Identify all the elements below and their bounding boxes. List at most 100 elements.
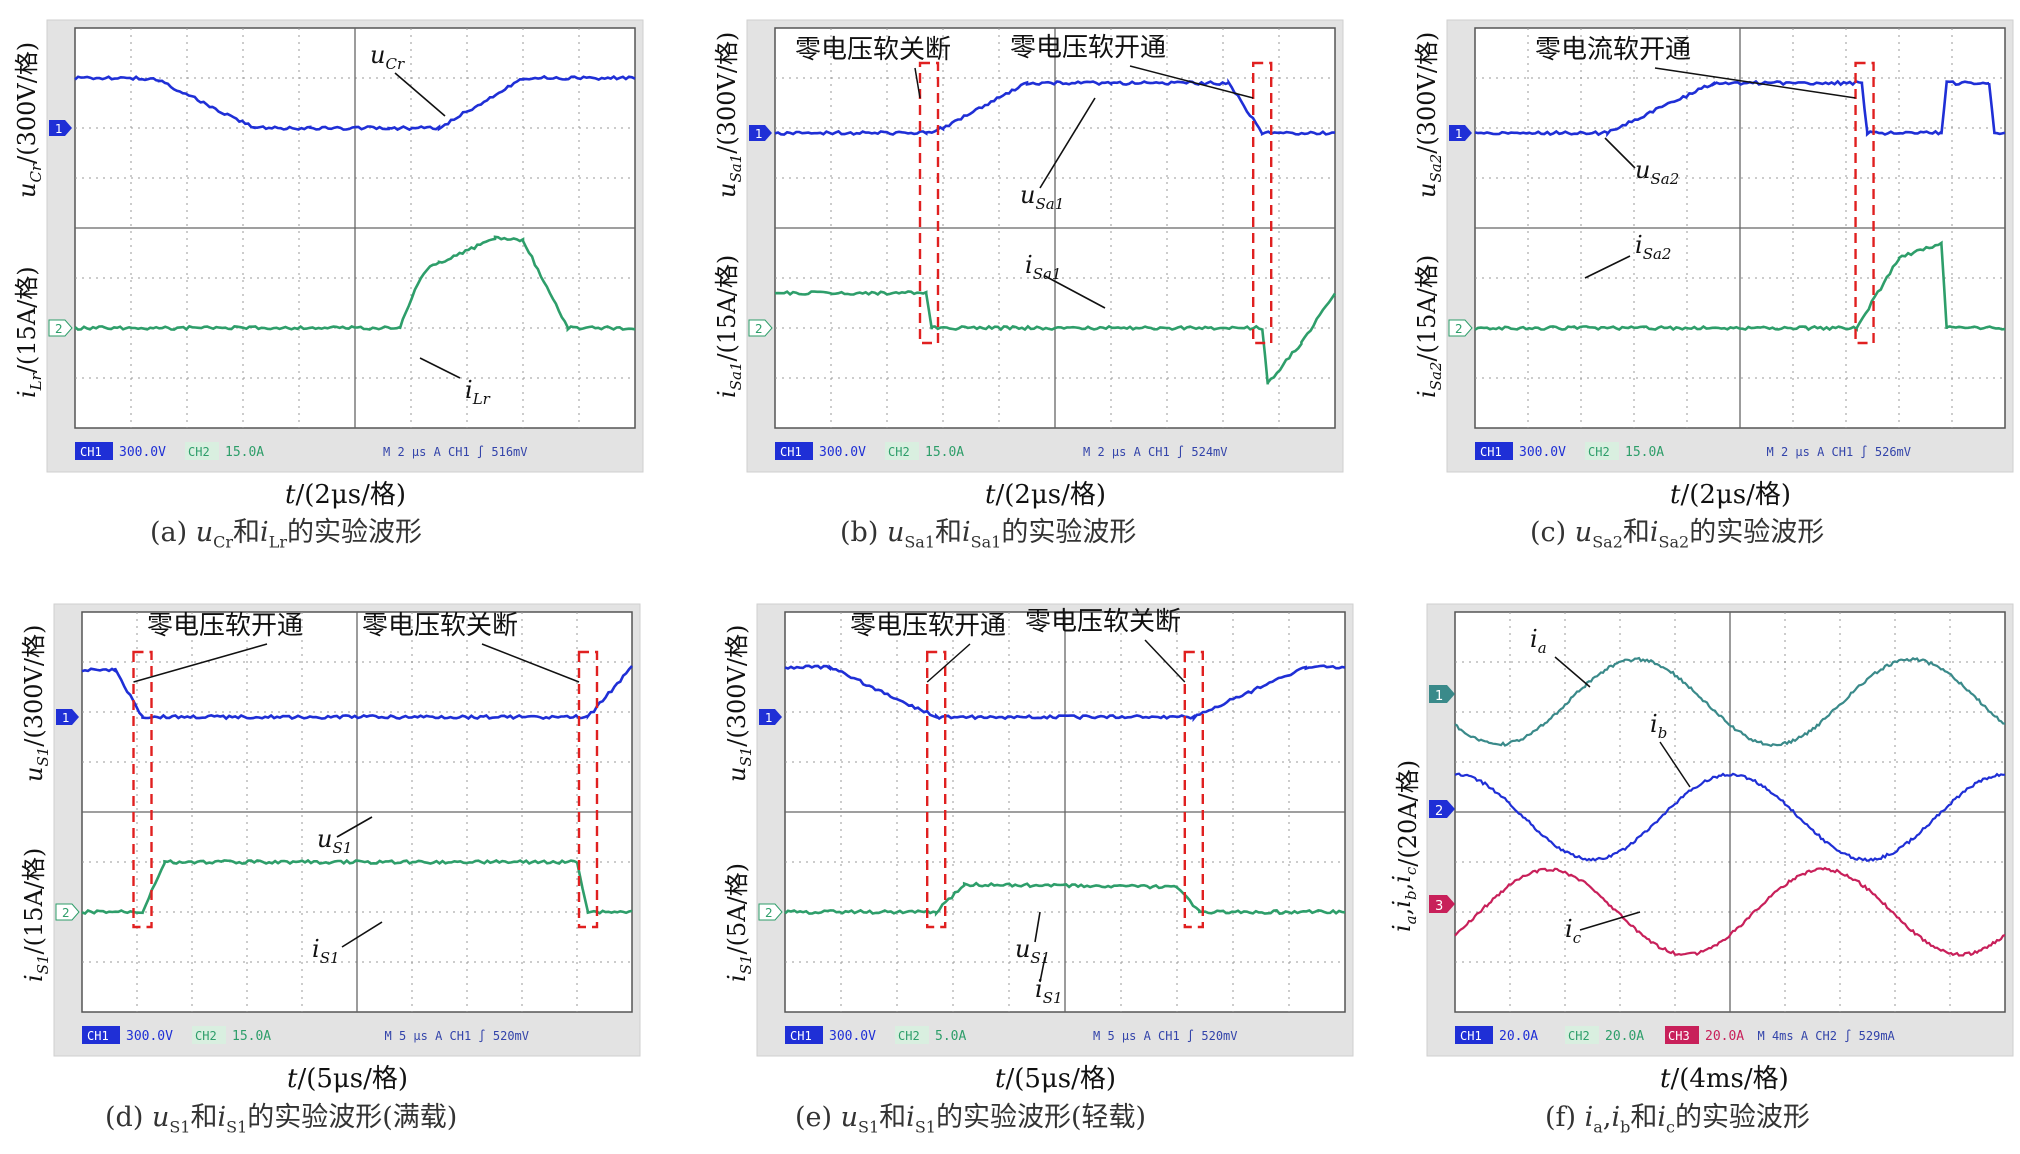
annotation-2: 零电压软关断: [362, 611, 518, 641]
channel-marker-1: [1429, 685, 1455, 703]
trace-i_S1: [784, 881, 1346, 917]
x-axis-label: t/(2μs/格): [985, 480, 1106, 510]
trace-label-ic: ic: [1565, 915, 1582, 947]
channel-marker-label-2: 2: [1455, 322, 1463, 336]
trace-i_Sa1: [774, 290, 1337, 385]
trace-leader-uS1: [1034, 911, 1041, 943]
annotation-1: 零电压软关断: [795, 35, 951, 65]
channel-marker-label-2: 2: [1435, 804, 1443, 819]
ch2-badge-label: CH2: [188, 445, 210, 459]
ch2-badge: [1565, 1026, 1599, 1044]
ch2-badge: [192, 1026, 226, 1044]
channel-marker-label-1: 1: [55, 122, 63, 136]
ch2-badge-label: CH2: [898, 1029, 920, 1043]
caption-e: (e) uS1和iS1的实验波形(轻载): [795, 1102, 1147, 1137]
trace-label-iSa2: iSa2: [1635, 231, 1671, 263]
y-axis-label-1: uSa2/(300V/格): [1413, 32, 1445, 198]
ch1-badge-label: CH1: [1480, 445, 1502, 459]
ch2-scale: 15.0A: [232, 1029, 271, 1044]
scope-c: CH1 300.0V CH2 15.0A M 2 μs A CH1 ∫ 526mV t/(…: [1413, 19, 2014, 510]
trace-leader-iSa2: [1584, 255, 1631, 279]
caption-b: (b) uSa1和iSa1的实验波形: [840, 517, 1137, 552]
channel-marker-2: [48, 319, 73, 337]
channel-marker-2: [1448, 319, 1473, 337]
scope-a: CH1 300.0V CH2 15.0A M 2 μs A CH1 ∫ 516mV t/(…: [13, 19, 644, 510]
trace-i_Sa2: [1474, 240, 2006, 332]
caption-d: (d) uS1和iS1的实验波形(满载): [105, 1102, 458, 1137]
trace-i_c: [1454, 866, 2006, 957]
ch2-badge: [885, 442, 919, 460]
channel-marker-3: [1429, 895, 1455, 913]
timebase-trigger: M 2 μs A CH1 ∫ 524mV: [1083, 445, 1228, 459]
y-axis-label-2: iSa2/(15A/格): [1413, 255, 1445, 398]
annotation-leader-2: [481, 643, 580, 683]
panel-d: CH1 300.0V CH2 15.0A M 5 μs A CH1 ∫ 520mV t/(…: [20, 600, 641, 1094]
scope-status-bar: CH1 300.0V CH2 15.0A M 2 μs A CH1 ∫ 516mV: [75, 442, 528, 460]
y-axis-label-2: iLr/(15A/格): [13, 266, 45, 398]
annotation-box-1: [925, 650, 947, 929]
scope-grid: [1475, 28, 2005, 428]
ch2-scale: 15.0A: [225, 445, 264, 460]
ch1-badge: [1455, 1026, 1493, 1044]
x-axis-label: t/(4ms/格): [1660, 1064, 1789, 1094]
timebase-trigger: M 5 μs A CH1 ∫ 520mV: [385, 1029, 530, 1043]
ch2-scale: 20.0A: [1605, 1029, 1644, 1044]
y-axis-label-1: uS1/(300V/格): [20, 625, 52, 782]
ch1-badge-label: CH1: [1460, 1029, 1482, 1043]
annotation-leader-2: [1129, 65, 1254, 99]
trace-u_S1: [784, 664, 1346, 723]
channel-marker-2: [758, 903, 783, 921]
ch2-scale: 5.0A: [935, 1029, 966, 1044]
annotation-1: 零电压软开通: [147, 611, 303, 641]
annotation-leader-2: [1144, 639, 1186, 683]
trace-leader-b: [1659, 741, 1691, 788]
annotation-1: 零电压软开通: [850, 611, 1006, 641]
annotation-leader-1: [1654, 67, 1856, 99]
scope-status-bar: CH1 20.0A CH2 20.0A CH3 20.0A M 4ms A CH2 ∫ 52…: [1455, 1026, 1896, 1044]
channel-marker-1: [49, 120, 72, 136]
trace-label-ia: ia: [1530, 625, 1547, 657]
trace-leader-iS1: [341, 921, 383, 948]
channel-marker-label-2: 2: [765, 906, 773, 920]
trace-leader-a: [1554, 656, 1591, 688]
trace-leader-uSa1: [1039, 97, 1096, 189]
timebase-trigger: M 2 μs A CH1 ∫ 516mV: [383, 445, 528, 459]
channel-marker-label-2: 2: [755, 322, 763, 336]
ch2-scale: 15.0A: [1625, 445, 1664, 460]
channel-marker-label-1: 1: [1455, 127, 1463, 141]
channel-marker-1: [56, 709, 79, 725]
ch2-badge-label: CH2: [888, 445, 910, 459]
trace-u_S1: [81, 665, 633, 721]
trace-label-uSa1: uSa1: [1020, 181, 1064, 213]
ch1-badge-label: CH1: [780, 445, 802, 459]
ch2-badge-label: CH2: [1568, 1029, 1590, 1043]
y-axis-label-2: iS1/(15A/格): [20, 848, 52, 982]
panel-f: CH1 20.0A CH2 20.0A CH3 20.0A M 4ms A CH2 ∫ 52…: [1388, 600, 2014, 1094]
ch1-badge: [1475, 442, 1513, 460]
annotation-2: 零电压软开通: [1010, 33, 1166, 63]
annotation-1: 零电流软开通: [1535, 35, 1691, 65]
ch3-scale: 20.0A: [1705, 1029, 1744, 1044]
channel-marker-1: [749, 125, 772, 141]
channel-marker-label-1: 1: [765, 711, 773, 725]
y-axis-label-1: uSa1/(300V/格): [713, 32, 745, 198]
trace-leader-uS1: [336, 816, 373, 838]
trace-i_Lr: [74, 235, 636, 333]
caption-c: (c) uSa2和iSa2的实验波形: [1530, 517, 1825, 552]
timebase-trigger: M 2 μs A CH1 ∫ 526mV: [1767, 445, 1912, 459]
caption-a: (a) uCr和iLr的实验波形: [150, 517, 422, 552]
y-axis-label-2: iS1/(5A/格): [723, 863, 755, 982]
scope-f: CH1 20.0A CH2 20.0A CH3 20.0A M 4ms A CH2 ∫ 52…: [1388, 603, 2014, 1094]
trace-i_b: [1454, 772, 2006, 863]
x-axis-label: t/(2μs/格): [285, 480, 406, 510]
trace-leader-iSa1: [1044, 275, 1106, 309]
panel-b: CH1 300.0V CH2 15.0A M 2 μs A CH1 ∫ 524mV t/(…: [690, 18, 1350, 510]
annotation-leader-1: [133, 643, 268, 683]
scope-status-bar: CH1 300.0V CH2 15.0A M 5 μs A CH1 ∫ 520mV: [82, 1026, 529, 1044]
trace-label-iSa1: iSa1: [1025, 251, 1061, 283]
timebase-trigger: M 5 μs A CH1 ∫ 520mV: [1093, 1029, 1238, 1043]
annotation-box-1: [132, 650, 153, 929]
trace-i_a: [1454, 656, 2006, 748]
channel-marker-2: [55, 903, 80, 921]
scope-e: CH1 300.0V CH2 5.0A M 5 μs A CH1 ∫ 520mV t/(5…: [723, 603, 1354, 1094]
